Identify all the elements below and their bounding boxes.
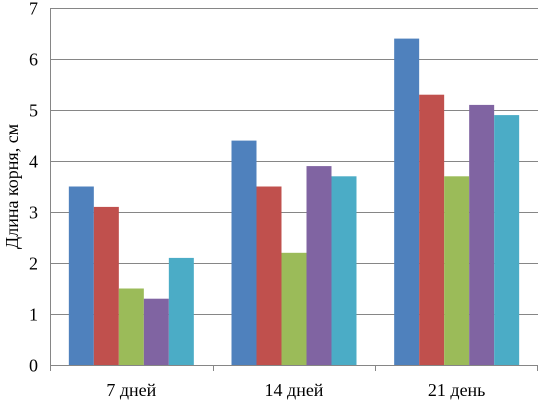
y-tick-labels: 0 1 2 3 4 5 6 7 bbox=[29, 0, 38, 376]
y-tick-label: 4 bbox=[29, 152, 38, 172]
bar bbox=[143, 298, 169, 365]
y-axis-title: Длина корня, см bbox=[2, 124, 22, 249]
y-tick-label: 0 bbox=[29, 356, 38, 376]
gridlines bbox=[50, 8, 538, 315]
bar bbox=[168, 257, 194, 365]
bar bbox=[444, 176, 470, 365]
bar bbox=[394, 38, 420, 365]
x-category-labels: 7 дней 14 дней 21 день bbox=[106, 380, 485, 400]
bar bbox=[68, 186, 94, 365]
bar bbox=[419, 94, 445, 365]
bar bbox=[494, 115, 520, 365]
bar bbox=[331, 176, 357, 365]
x-category-label: 14 дней bbox=[265, 380, 324, 400]
y-tick-label: 5 bbox=[29, 101, 38, 121]
y-tick-label: 1 bbox=[29, 305, 38, 325]
bar bbox=[118, 288, 144, 365]
y-tick-label: 6 bbox=[29, 50, 38, 70]
y-tick-label: 3 bbox=[29, 203, 38, 223]
x-category-label: 21 день bbox=[428, 380, 486, 400]
bar bbox=[281, 252, 307, 365]
bar bbox=[231, 140, 257, 365]
bar bbox=[93, 206, 119, 365]
y-tick-label: 2 bbox=[29, 254, 38, 274]
y-tick-label: 7 bbox=[29, 0, 38, 19]
bar bbox=[469, 104, 495, 366]
axes bbox=[50, 8, 538, 371]
bar bbox=[306, 166, 332, 365]
bar bbox=[256, 186, 282, 365]
bars bbox=[68, 38, 520, 366]
x-category-label: 7 дней bbox=[106, 380, 156, 400]
